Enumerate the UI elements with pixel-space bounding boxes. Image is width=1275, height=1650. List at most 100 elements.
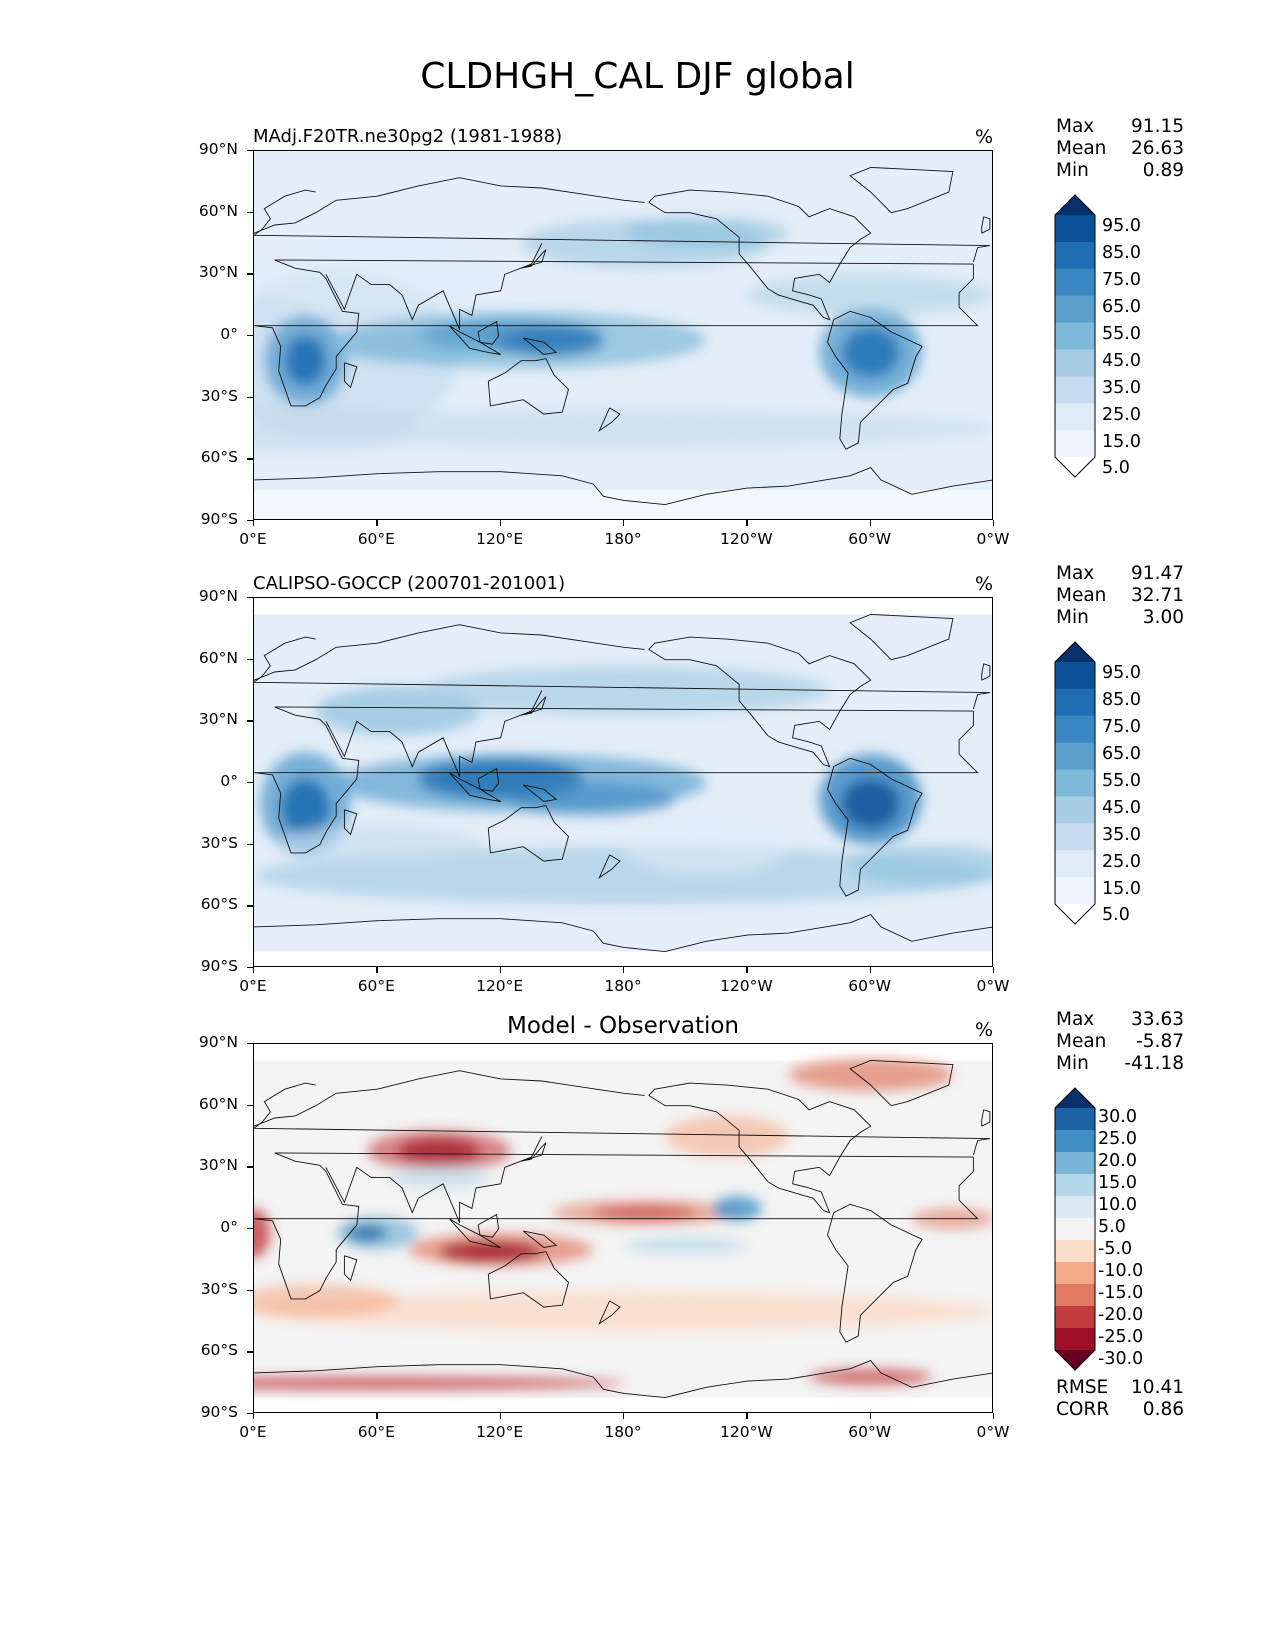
colorbar-tick-label: 35.0 — [1102, 824, 1141, 845]
colorbar-segment — [1055, 769, 1095, 797]
map-field — [254, 151, 992, 519]
y-tick-label: 30°N — [198, 710, 238, 729]
y-tick-label: 60°S — [200, 448, 238, 467]
coastline — [521, 1142, 547, 1162]
y-tick-label: 0° — [220, 772, 238, 790]
y-tick-label: 0° — [220, 325, 238, 343]
coastline — [254, 636, 990, 710]
y-tick — [247, 1228, 253, 1230]
field-blob — [346, 1224, 388, 1242]
stat-label: Mean — [1056, 138, 1107, 159]
stat-value: 10.41 — [1131, 1377, 1184, 1398]
colorbar-segment — [1055, 1196, 1095, 1219]
stat-value: 0.86 — [1142, 1399, 1184, 1420]
coastline — [981, 663, 991, 681]
colorbar-segment — [1055, 376, 1095, 404]
y-tick-label: 60°N — [198, 201, 238, 220]
stat-max: Max 91.47 — [1056, 563, 1184, 585]
coastline — [448, 1218, 501, 1248]
y-tick-label: 60°N — [198, 1094, 238, 1113]
stat-label: Min — [1056, 1053, 1089, 1074]
y-tick-label: 0° — [220, 1218, 238, 1236]
colorbar-tick-label: 15.0 — [1098, 1173, 1137, 1193]
coastline — [254, 1360, 992, 1399]
stat-label: Max — [1056, 1009, 1095, 1030]
field-blob — [788, 1058, 953, 1092]
colorbar-tick-label: -15.0 — [1098, 1283, 1144, 1303]
colorbar-tick-label: 85.0 — [1102, 243, 1141, 264]
map-area — [253, 1043, 993, 1413]
units-label: % — [975, 1019, 994, 1041]
coastline — [448, 325, 501, 355]
x-tick — [869, 520, 871, 526]
coastline — [477, 1213, 500, 1238]
colorbar — [1054, 194, 1096, 478]
field-blob — [593, 1206, 696, 1219]
colorbar-tick-label: 25.0 — [1102, 851, 1141, 872]
field-blob — [841, 327, 900, 378]
x-tick — [623, 520, 625, 526]
field-blob — [500, 327, 604, 357]
coastline — [827, 1203, 923, 1343]
colorbar-segment — [1055, 349, 1095, 377]
x-tick-label: 0°W — [976, 977, 1010, 995]
colorbar-segment — [1055, 403, 1095, 431]
colorbar-segment — [1055, 1130, 1095, 1153]
colorbar-segment — [1055, 1306, 1095, 1329]
x-tick — [499, 520, 501, 526]
y-tick-label: 60°S — [200, 1341, 238, 1360]
x-tick — [993, 967, 995, 973]
field-blob — [624, 216, 789, 250]
x-tick — [253, 967, 255, 973]
field-blob — [254, 407, 992, 450]
colorbar-tick-label: 75.0 — [1102, 270, 1141, 291]
field-blob — [665, 1115, 789, 1158]
coastline — [523, 337, 558, 355]
field-blob — [397, 1138, 481, 1164]
coastline — [487, 358, 570, 415]
x-tick-label: 60°E — [357, 977, 395, 995]
coastline — [254, 1082, 990, 1156]
x-tick — [376, 1413, 378, 1419]
coastline — [981, 216, 991, 234]
x-tick — [499, 967, 501, 973]
colorbar-segment — [1055, 1218, 1095, 1241]
colorbar-segment — [1055, 688, 1095, 717]
field-blob — [850, 844, 992, 886]
x-tick-label: 60°E — [357, 530, 395, 548]
coastline — [648, 636, 872, 768]
field-blob — [439, 1241, 542, 1262]
y-tick — [247, 211, 253, 213]
field-blob — [510, 783, 676, 816]
coastline — [325, 1136, 543, 1223]
coastline — [254, 624, 645, 681]
colorbar-tick-label: 65.0 — [1102, 744, 1141, 765]
y-tick — [247, 597, 253, 599]
colorbar-extend-min — [1055, 457, 1095, 477]
y-tick — [247, 1104, 253, 1106]
x-tick-label: 0°E — [239, 1423, 267, 1441]
stat-label: Min — [1056, 160, 1089, 181]
x-tick — [746, 520, 748, 526]
panel-title: Model - Observation — [506, 1013, 740, 1039]
x-tick-label: 120°E — [476, 977, 524, 995]
stat-label: Mean — [1056, 1031, 1107, 1052]
colorbar-segment — [1055, 823, 1095, 851]
map-panel: CALIPSO-GOCCP (200701-201001)% 90°N 60°N 30… — [0, 563, 1275, 1033]
colorbar-segment — [1055, 322, 1095, 350]
x-tick — [623, 1413, 625, 1419]
colorbar-extend-max — [1055, 642, 1095, 662]
x-tick-label: 0°W — [976, 1423, 1010, 1441]
field-blob — [624, 813, 789, 876]
coastline — [598, 854, 621, 879]
y-tick-label: 30°N — [198, 1156, 238, 1175]
y-tick-label: 30°S — [200, 386, 238, 405]
panel-title: CALIPSO-GOCCP (200701-201001) — [253, 573, 566, 594]
colorbar-tick-label: 15.0 — [1102, 878, 1141, 899]
stats-box: Max 91.47 Mean 32.71 Min 3.00 — [1056, 563, 1184, 629]
colorbar-tick-label: 35.0 — [1102, 377, 1141, 398]
colorbar-outline — [1054, 194, 1096, 478]
stat-value: -41.18 — [1124, 1053, 1184, 1074]
coastline — [254, 467, 992, 506]
